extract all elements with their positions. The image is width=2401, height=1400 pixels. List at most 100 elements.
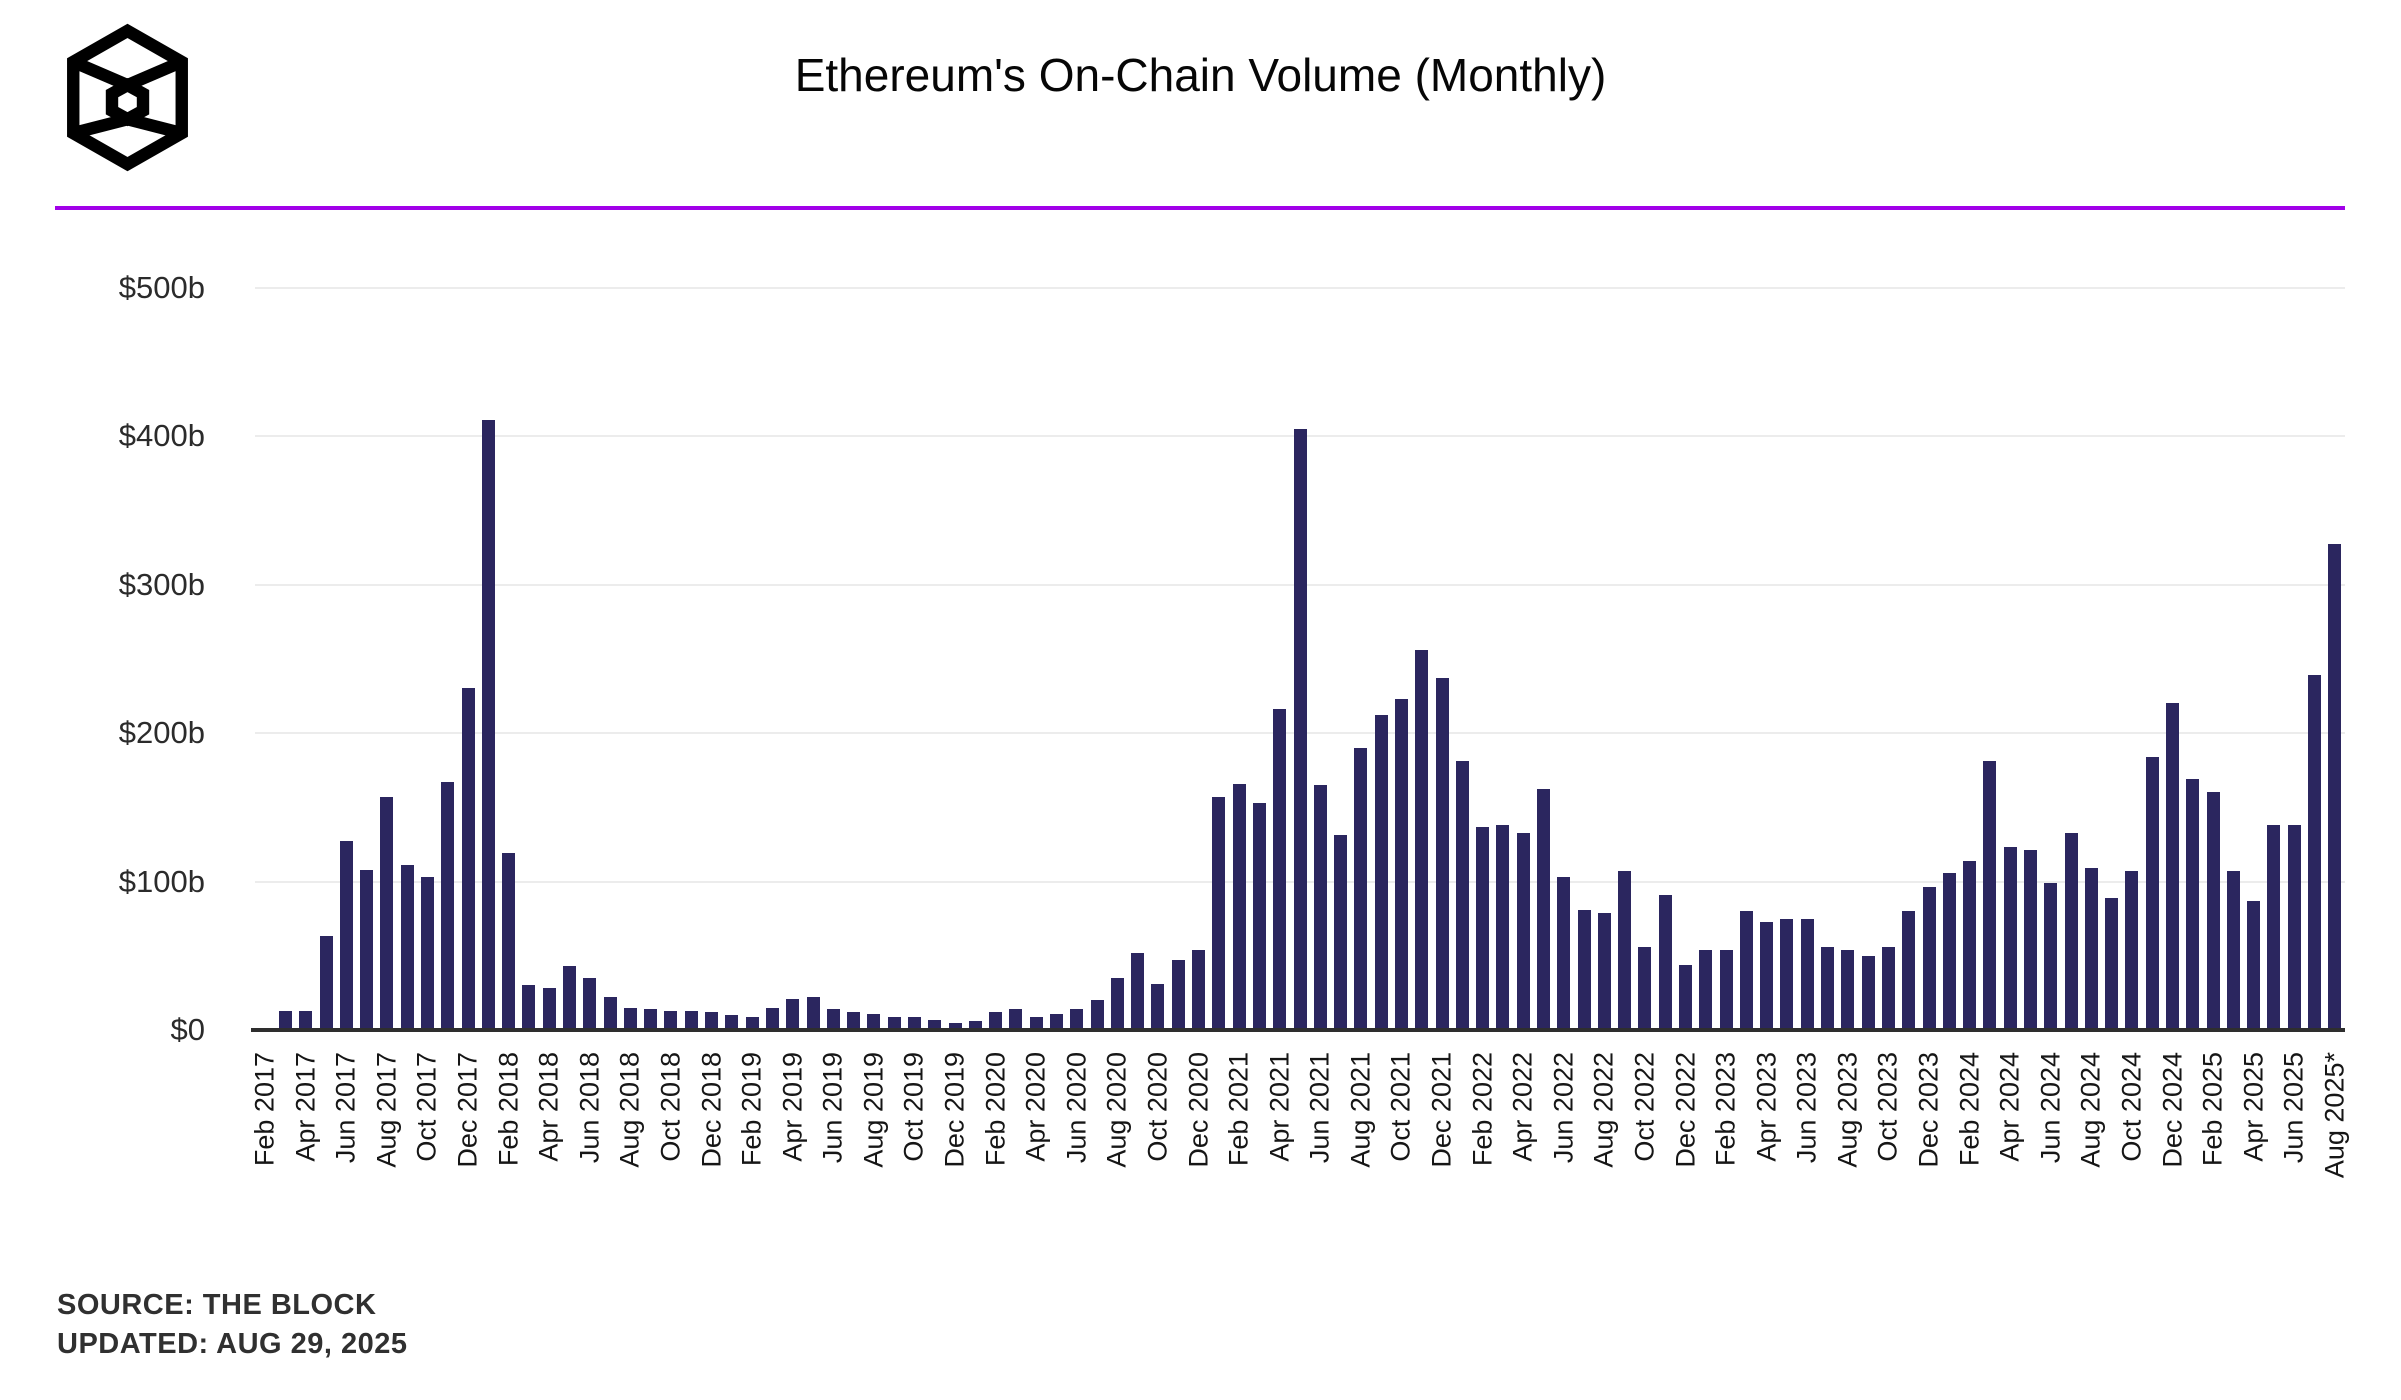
bar-oct-2024[interactable] [2125, 871, 2139, 1030]
bar-sep-2018[interactable] [644, 1009, 658, 1030]
bar-mar-2020[interactable] [1009, 1009, 1023, 1030]
bar-jul-2024[interactable] [2064, 832, 2078, 1030]
bar-dec-2019[interactable] [948, 1022, 962, 1030]
bar-may-2020[interactable] [1050, 1013, 1063, 1030]
bar-apr-2018[interactable] [542, 988, 556, 1030]
bar-sep-2024[interactable] [2105, 897, 2119, 1030]
bar-sep-2017[interactable] [400, 865, 414, 1030]
bar-sep-2020[interactable] [1131, 952, 1145, 1030]
bar-jul-2019[interactable] [847, 1012, 861, 1030]
bar-aug-2024[interactable] [2084, 868, 2098, 1030]
bar-sep-2023[interactable] [1861, 955, 1875, 1030]
bar-jan-2021[interactable] [1212, 796, 1226, 1030]
bar-mar-2024[interactable] [1983, 761, 1997, 1030]
bar-feb-2019[interactable] [745, 1016, 759, 1030]
bar-jun-2019[interactable] [826, 1009, 840, 1030]
bar-apr-2020[interactable] [1029, 1016, 1043, 1030]
bar-sep-2019[interactable] [887, 1016, 901, 1030]
bar-jun-2017[interactable] [339, 841, 353, 1030]
bar-mar-2021[interactable] [1252, 802, 1266, 1030]
bar-apr-2025[interactable] [2247, 900, 2261, 1030]
bar-nov-2018[interactable] [684, 1010, 698, 1030]
bar-nov-2019[interactable] [928, 1019, 942, 1030]
bar-aug-2019[interactable] [867, 1013, 881, 1030]
bar-aug-2025[interactable] [2328, 544, 2342, 1030]
bar-oct-2023[interactable] [1881, 946, 1895, 1030]
bar-jan-2024[interactable] [1942, 872, 1956, 1030]
bar-apr-2021[interactable] [1273, 709, 1287, 1030]
bar-may-2025[interactable] [2267, 825, 2281, 1030]
bar-jul-2021[interactable] [1334, 835, 1348, 1030]
bar-aug-2021[interactable] [1354, 747, 1368, 1030]
bar-nov-2023[interactable] [1902, 911, 1916, 1030]
bar-jan-2022[interactable] [1455, 761, 1469, 1030]
bar-mar-2019[interactable] [765, 1007, 779, 1030]
bar-oct-2018[interactable] [664, 1010, 678, 1030]
bar-aug-2018[interactable] [623, 1007, 637, 1030]
bar-dec-2018[interactable] [705, 1012, 719, 1030]
bar-dec-2023[interactable] [1922, 887, 1936, 1030]
bar-jul-2017[interactable] [360, 869, 374, 1030]
bar-oct-2022[interactable] [1638, 946, 1652, 1030]
bar-jan-2020[interactable] [968, 1021, 982, 1030]
bar-mar-2025[interactable] [2226, 871, 2240, 1030]
bar-feb-2022[interactable] [1476, 826, 1490, 1030]
bar-jun-2021[interactable] [1313, 784, 1327, 1030]
bar-jul-2022[interactable] [1577, 909, 1591, 1030]
bar-aug-2022[interactable] [1597, 912, 1611, 1030]
bar-aug-2020[interactable] [1110, 978, 1124, 1030]
bar-feb-2021[interactable] [1232, 783, 1246, 1030]
bar-nov-2024[interactable] [2145, 756, 2159, 1030]
bar-apr-2022[interactable] [1516, 832, 1530, 1030]
bar-dec-2022[interactable] [1679, 964, 1693, 1030]
bar-jul-2023[interactable] [1821, 946, 1835, 1030]
bar-jun-2018[interactable] [583, 978, 597, 1030]
bar-mar-2018[interactable] [522, 985, 536, 1030]
bar-mar-2022[interactable] [1496, 825, 1510, 1030]
bar-aug-2023[interactable] [1841, 949, 1855, 1030]
bar-feb-2023[interactable] [1719, 949, 1733, 1030]
bar-feb-2024[interactable] [1963, 860, 1977, 1030]
bar-dec-2021[interactable] [1435, 678, 1449, 1030]
bar-apr-2024[interactable] [2003, 847, 2017, 1030]
bar-jun-2022[interactable] [1557, 877, 1571, 1030]
bar-mar-2017[interactable] [278, 1010, 292, 1030]
bar-may-2017[interactable] [319, 936, 333, 1030]
bar-feb-2018[interactable] [502, 853, 516, 1030]
bar-may-2023[interactable] [1780, 918, 1794, 1030]
bar-may-2021[interactable] [1293, 428, 1307, 1030]
bar-feb-2025[interactable] [2206, 792, 2220, 1030]
bar-apr-2023[interactable] [1760, 921, 1774, 1030]
bar-apr-2019[interactable] [786, 998, 800, 1030]
bar-jul-2020[interactable] [1090, 1000, 1104, 1030]
bar-oct-2019[interactable] [907, 1016, 921, 1030]
bar-dec-2017[interactable] [461, 688, 475, 1030]
bar-nov-2021[interactable] [1415, 649, 1429, 1030]
bar-sep-2021[interactable] [1374, 715, 1388, 1030]
bar-jun-2023[interactable] [1800, 918, 1814, 1030]
bar-jan-2023[interactable] [1699, 949, 1713, 1030]
bar-apr-2017[interactable] [299, 1010, 313, 1030]
bar-jul-2018[interactable] [603, 997, 617, 1030]
bar-may-2022[interactable] [1536, 789, 1550, 1030]
bar-jan-2025[interactable] [2186, 779, 2200, 1030]
bar-jun-2020[interactable] [1070, 1009, 1084, 1030]
bar-nov-2022[interactable] [1658, 894, 1672, 1030]
bar-may-2018[interactable] [563, 966, 576, 1030]
bar-aug-2017[interactable] [380, 796, 394, 1030]
bar-nov-2020[interactable] [1171, 960, 1185, 1030]
bar-feb-2020[interactable] [989, 1012, 1003, 1030]
bar-nov-2017[interactable] [441, 782, 455, 1030]
bar-dec-2020[interactable] [1192, 949, 1206, 1030]
bar-jan-2019[interactable] [725, 1015, 739, 1030]
bar-dec-2024[interactable] [2166, 703, 2180, 1030]
bar-jul-2025[interactable] [2308, 675, 2322, 1030]
bar-jun-2024[interactable] [2044, 883, 2058, 1030]
bar-jun-2025[interactable] [2287, 825, 2301, 1030]
bar-oct-2017[interactable] [420, 877, 434, 1030]
bar-sep-2022[interactable] [1618, 871, 1632, 1030]
bar-may-2024[interactable] [2023, 850, 2037, 1030]
bar-oct-2020[interactable] [1151, 983, 1165, 1030]
bar-oct-2021[interactable] [1394, 698, 1408, 1030]
bar-jan-2018[interactable] [481, 419, 495, 1030]
